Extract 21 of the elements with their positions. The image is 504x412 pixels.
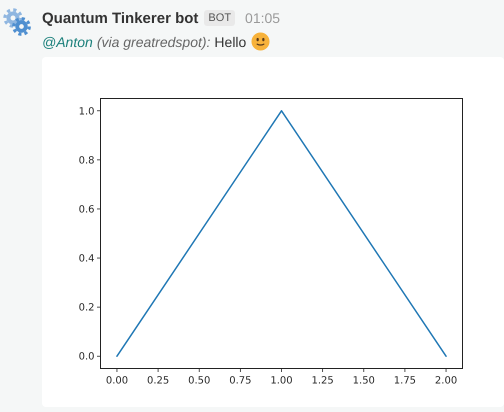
text: 01:05 — [245, 10, 280, 26]
x-tick-label: 2.00 — [434, 376, 458, 386]
text: Hello — [214, 34, 246, 50]
y-tick-label: 0.2 — [78, 302, 94, 314]
y-tick-label: 0.4 — [78, 254, 94, 265]
y-tick-label: 0.6 — [78, 204, 94, 216]
text: BOT — [204, 10, 236, 26]
y-tick-label: 0.8 — [78, 155, 94, 166]
x-tick-label: 0.75 — [229, 376, 252, 386]
text: Quantum Tinkerer bot — [42, 10, 198, 27]
text: @Anton — [42, 34, 93, 50]
x-tick-label: 0.25 — [146, 376, 170, 386]
x-tick-label: 1.75 — [394, 376, 416, 386]
y-tick-label: 0.0 — [78, 352, 94, 363]
text: (via greatredspot): — [96, 34, 210, 50]
x-tick-label: 1.00 — [270, 376, 293, 386]
x-tick-label: 1.50 — [352, 376, 375, 386]
y-tick-label: 1.0 — [78, 106, 94, 118]
x-tick-label: 1.25 — [312, 376, 334, 386]
x-tick-label: 0.50 — [188, 376, 210, 386]
x-tick-label: 0.00 — [106, 376, 128, 386]
